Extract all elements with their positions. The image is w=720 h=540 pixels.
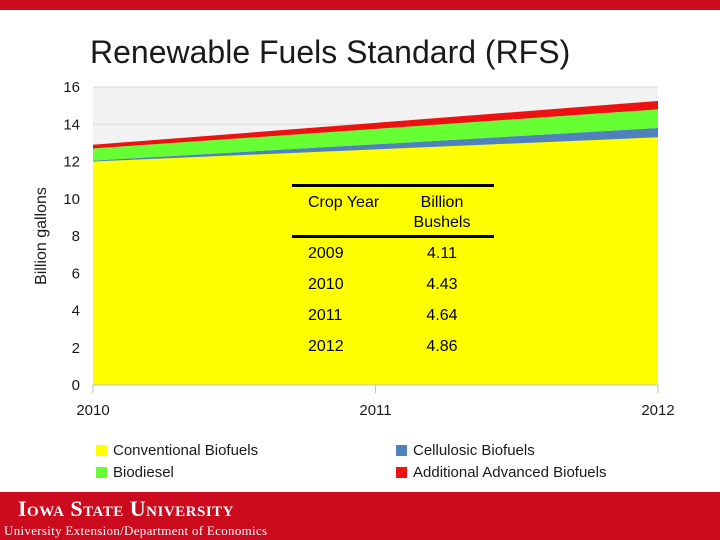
table-row: 2010 4.43 — [292, 269, 494, 300]
university-logo: Iowa State University — [18, 496, 234, 521]
department-text: University Extension/Department of Econo… — [4, 523, 268, 538]
legend-item-conventional: Conventional Biofuels — [96, 442, 258, 459]
table-cell-year: 2010 — [308, 275, 344, 293]
slide-title: Renewable Fuels Standard (RFS) — [90, 34, 571, 70]
y-tick-label: 12 — [63, 154, 80, 171]
y-tick-label: 4 — [72, 303, 80, 320]
table-header: Crop Year Billion Bushels — [292, 187, 494, 235]
y-tick-label: 0 — [72, 377, 80, 394]
legend-item-additional-advanced: Additional Advanced Biofuels — [396, 464, 606, 481]
area-cellulosic-biofuels — [93, 127, 658, 162]
y-tick-label: 14 — [63, 116, 80, 133]
legend-swatch — [96, 445, 107, 456]
table-row: 2012 4.86 — [292, 331, 494, 362]
area-additional-advanced-biofuels — [93, 100, 658, 149]
legend-swatch — [396, 445, 407, 456]
y-tick-label: 6 — [72, 265, 80, 282]
table-row: 2009 4.11 — [292, 238, 494, 269]
table-top-rule — [292, 184, 494, 187]
x-tick-label: 2011 — [359, 402, 391, 419]
legend-swatch — [96, 467, 107, 478]
legend-label: Additional Advanced Biofuels — [413, 464, 607, 481]
table-header-rule — [292, 235, 494, 238]
y-axis-label: Billion gallons — [33, 187, 50, 285]
crop-table: Crop Year Billion Bushels 2009 4.11 2010… — [292, 184, 494, 362]
table-row: 2011 4.64 — [292, 300, 494, 331]
top-accent-bar — [0, 0, 720, 10]
footer-bar: Iowa State University University Extensi… — [0, 492, 720, 540]
legend-label: Conventional Biofuels — [113, 442, 259, 459]
table-cell-value: 4.11 — [427, 244, 457, 262]
table-cell-value: 4.43 — [426, 275, 458, 293]
legend-item-cellulosic: Cellulosic Biofuels — [396, 442, 535, 459]
header-billion-bushels: Billion Bushels — [413, 194, 471, 231]
table-cell-value: 4.64 — [426, 306, 458, 324]
stacked-area-chart: 0 2 4 6 8 10 12 14 16 2010 2011 2012 Billion gallons — [33, 79, 675, 419]
x-tick-label: 2012 — [641, 402, 674, 419]
y-tick-label: 2 — [72, 340, 80, 357]
y-tick-label: 8 — [72, 228, 80, 245]
y-tick-label: 10 — [63, 191, 80, 208]
area-biodiesel — [93, 109, 658, 161]
table-cell-year: 2012 — [308, 337, 344, 355]
area-conventional-biofuels — [93, 137, 658, 385]
legend-swatch — [396, 467, 407, 478]
legend-label: Biodiesel — [113, 464, 174, 481]
y-tick-label: 16 — [63, 79, 80, 96]
x-tick-label: 2010 — [76, 402, 109, 419]
table-cell-value: 4.86 — [426, 337, 458, 355]
legend-label: Cellulosic Biofuels — [413, 442, 535, 459]
table-cell-year: 2009 — [308, 244, 344, 262]
table-cell-year: 2011 — [308, 306, 343, 324]
header-crop-year: Crop Year — [308, 194, 380, 211]
legend-item-biodiesel: Biodiesel — [96, 464, 174, 481]
